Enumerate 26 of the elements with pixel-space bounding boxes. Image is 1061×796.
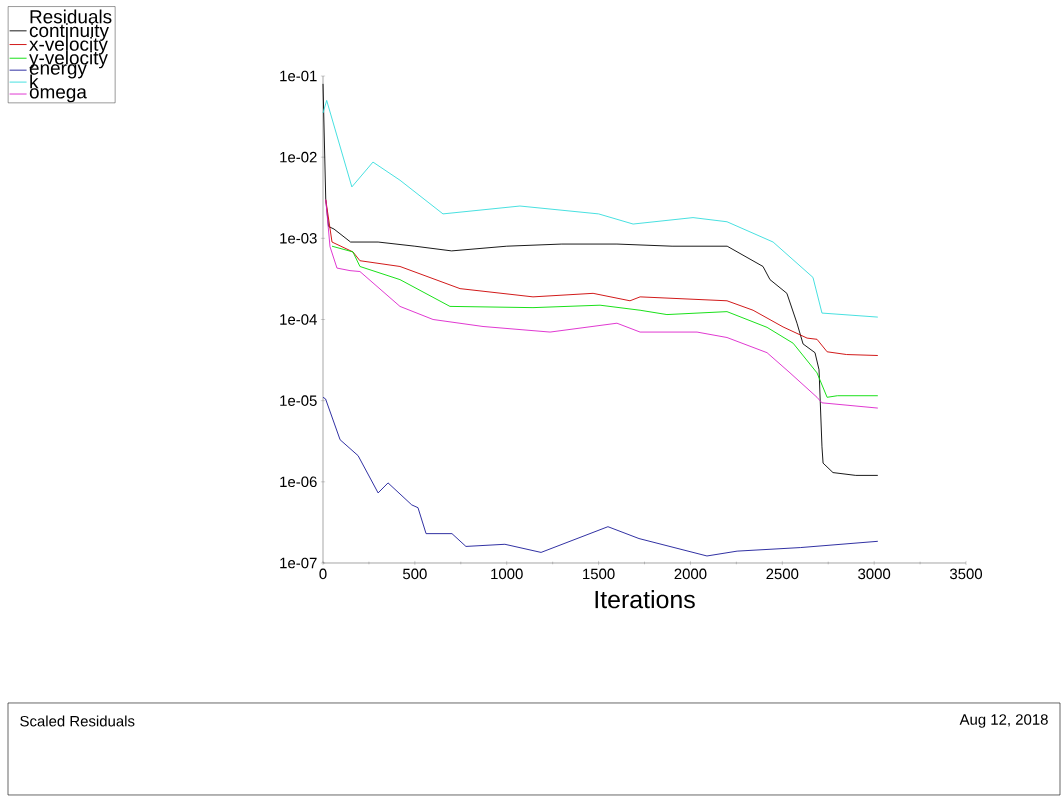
line-series [325, 199, 879, 356]
line-series [331, 245, 879, 398]
x-tick-label: 3500 [949, 568, 983, 580]
line-series [322, 99, 879, 318]
x-tick-label: 2500 [766, 568, 799, 580]
x-tick-label: 0 [319, 568, 327, 580]
x-axis-title: Iterations [595, 590, 695, 609]
text: Aug 12, 2018 [959, 714, 1048, 728]
text: Scaled Residuals [20, 715, 135, 727]
x-tick-label: 1000 [491, 568, 523, 580]
x-tick-label: 3000 [858, 568, 891, 580]
y-tick-label: 1e-01 [280, 70, 317, 82]
line-series [325, 199, 879, 409]
y-tick-label: 1e-03 [280, 233, 317, 244]
y-tick-label: 1e-05 [280, 395, 317, 406]
y-tick-label: 1e-07 [280, 557, 317, 569]
y-tick-label: 1e-02 [280, 151, 317, 163]
legend-title: Residuals [30, 9, 112, 24]
x-tick-label: 2000 [674, 568, 707, 580]
y-tick-label: 1e-04 [280, 314, 317, 325]
x-tick-label: 1500 [583, 568, 615, 580]
y-tick-label: 1e-06 [280, 476, 317, 488]
line-series [322, 83, 879, 476]
x-tick-label: 500 [402, 568, 427, 580]
legend-label: omega [29, 88, 87, 103]
line-series [322, 396, 879, 557]
